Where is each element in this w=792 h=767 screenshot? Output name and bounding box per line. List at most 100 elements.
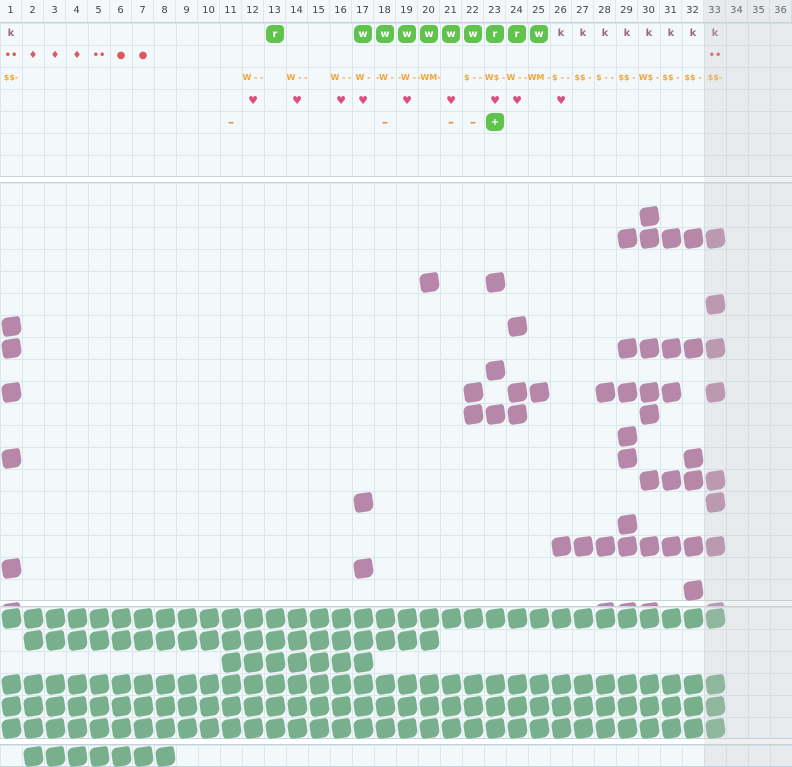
- teal-block[interactable]: [308, 629, 330, 651]
- purple-block[interactable]: [528, 381, 550, 403]
- event-marker[interactable]: k: [711, 28, 719, 39]
- teal-block[interactable]: [154, 607, 176, 629]
- teal-block[interactable]: [352, 673, 374, 695]
- event-marker[interactable]: W - -: [330, 73, 352, 82]
- teal-block[interactable]: [308, 651, 330, 673]
- teal-block[interactable]: [154, 673, 176, 695]
- teal-block[interactable]: [22, 695, 44, 717]
- teal-block[interactable]: [286, 695, 308, 717]
- column-header-cell[interactable]: 20: [418, 0, 440, 22]
- teal-block[interactable]: [220, 695, 242, 717]
- column-header-cell[interactable]: 8: [154, 0, 176, 22]
- event-marker[interactable]: k: [645, 28, 653, 39]
- purple-block[interactable]: [572, 535, 594, 557]
- teal-block[interactable]: [66, 673, 88, 695]
- teal-block[interactable]: [484, 695, 506, 717]
- teal-block[interactable]: [528, 607, 550, 629]
- teal-block[interactable]: [528, 695, 550, 717]
- purple-block[interactable]: [550, 535, 572, 557]
- teal-block[interactable]: [660, 607, 682, 629]
- heart-icon[interactable]: ♥: [512, 93, 522, 107]
- heart-icon[interactable]: ♥: [490, 93, 500, 107]
- teal-block[interactable]: [242, 695, 264, 717]
- teal-block[interactable]: [418, 629, 440, 651]
- heart-icon[interactable]: ♥: [402, 93, 412, 107]
- teal-block[interactable]: [22, 717, 44, 739]
- teal-block[interactable]: [660, 673, 682, 695]
- teal-block[interactable]: [550, 673, 572, 695]
- teal-block[interactable]: [572, 607, 594, 629]
- teal-block[interactable]: [198, 695, 220, 717]
- teal-block[interactable]: [264, 629, 286, 651]
- event-marker[interactable]: ●: [116, 50, 126, 61]
- purple-block[interactable]: [506, 403, 528, 425]
- teal-block[interactable]: [352, 717, 374, 739]
- column-header-cell[interactable]: 4: [66, 0, 88, 22]
- teal-block[interactable]: [330, 629, 352, 651]
- teal-block[interactable]: [132, 629, 154, 651]
- purple-block[interactable]: [682, 469, 704, 491]
- teal-block[interactable]: [110, 695, 132, 717]
- teal-block[interactable]: [44, 717, 66, 739]
- purple-block[interactable]: [616, 227, 638, 249]
- teal-block[interactable]: [682, 717, 704, 739]
- teal-block[interactable]: [154, 745, 176, 767]
- column-header-cell[interactable]: 11: [220, 0, 242, 22]
- heart-icon[interactable]: ♥: [336, 93, 346, 107]
- purple-block[interactable]: [638, 403, 660, 425]
- teal-block[interactable]: [88, 745, 110, 767]
- purple-block[interactable]: [616, 513, 638, 535]
- teal-block[interactable]: [440, 717, 462, 739]
- column-header-cell[interactable]: 28: [594, 0, 616, 22]
- purple-block[interactable]: [638, 227, 660, 249]
- column-header-cell[interactable]: 16: [330, 0, 352, 22]
- teal-block[interactable]: [132, 717, 154, 739]
- purple-block[interactable]: [638, 337, 660, 359]
- teal-block[interactable]: [418, 673, 440, 695]
- teal-block[interactable]: [704, 607, 726, 629]
- purple-block[interactable]: [682, 579, 704, 601]
- teal-block[interactable]: [506, 673, 528, 695]
- event-marker[interactable]: $ - -: [596, 73, 614, 82]
- teal-block[interactable]: [264, 695, 286, 717]
- column-header-cell[interactable]: 21: [440, 0, 462, 22]
- teal-block[interactable]: [220, 673, 242, 695]
- teal-block[interactable]: [308, 717, 330, 739]
- column-header-cell[interactable]: 9: [176, 0, 198, 22]
- purple-block[interactable]: [682, 337, 704, 359]
- purple-block[interactable]: [484, 403, 506, 425]
- event-marker[interactable]: -W -: [398, 73, 416, 82]
- teal-block[interactable]: [396, 629, 418, 651]
- column-header-cell[interactable]: 31: [660, 0, 682, 22]
- teal-block[interactable]: [88, 695, 110, 717]
- teal-block[interactable]: [462, 717, 484, 739]
- teal-block[interactable]: [330, 695, 352, 717]
- teal-block[interactable]: [616, 695, 638, 717]
- purple-block[interactable]: [506, 381, 528, 403]
- teal-block[interactable]: [682, 695, 704, 717]
- teal-block[interactable]: [220, 629, 242, 651]
- teal-block[interactable]: [0, 717, 22, 739]
- teal-block[interactable]: [0, 607, 22, 629]
- event-marker[interactable]: $$ -: [574, 73, 592, 82]
- teal-block[interactable]: [616, 607, 638, 629]
- teal-block[interactable]: [528, 673, 550, 695]
- purple-block[interactable]: [704, 337, 726, 359]
- column-header-cell[interactable]: 33: [704, 0, 726, 22]
- purple-block[interactable]: [616, 337, 638, 359]
- purple-block[interactable]: [352, 557, 374, 579]
- teal-block[interactable]: [66, 745, 88, 767]
- teal-block[interactable]: [286, 673, 308, 695]
- teal-block[interactable]: [132, 695, 154, 717]
- purple-block[interactable]: [704, 491, 726, 513]
- event-marker[interactable]: W - -: [286, 73, 308, 82]
- teal-block[interactable]: [374, 695, 396, 717]
- purple-block[interactable]: [660, 381, 682, 403]
- purple-block[interactable]: [616, 425, 638, 447]
- teal-block[interactable]: [308, 695, 330, 717]
- teal-block[interactable]: [0, 695, 22, 717]
- teal-block[interactable]: [330, 673, 352, 695]
- column-header-cell[interactable]: 34: [726, 0, 748, 22]
- teal-block[interactable]: [176, 629, 198, 651]
- event-marker[interactable]: ••: [708, 50, 722, 61]
